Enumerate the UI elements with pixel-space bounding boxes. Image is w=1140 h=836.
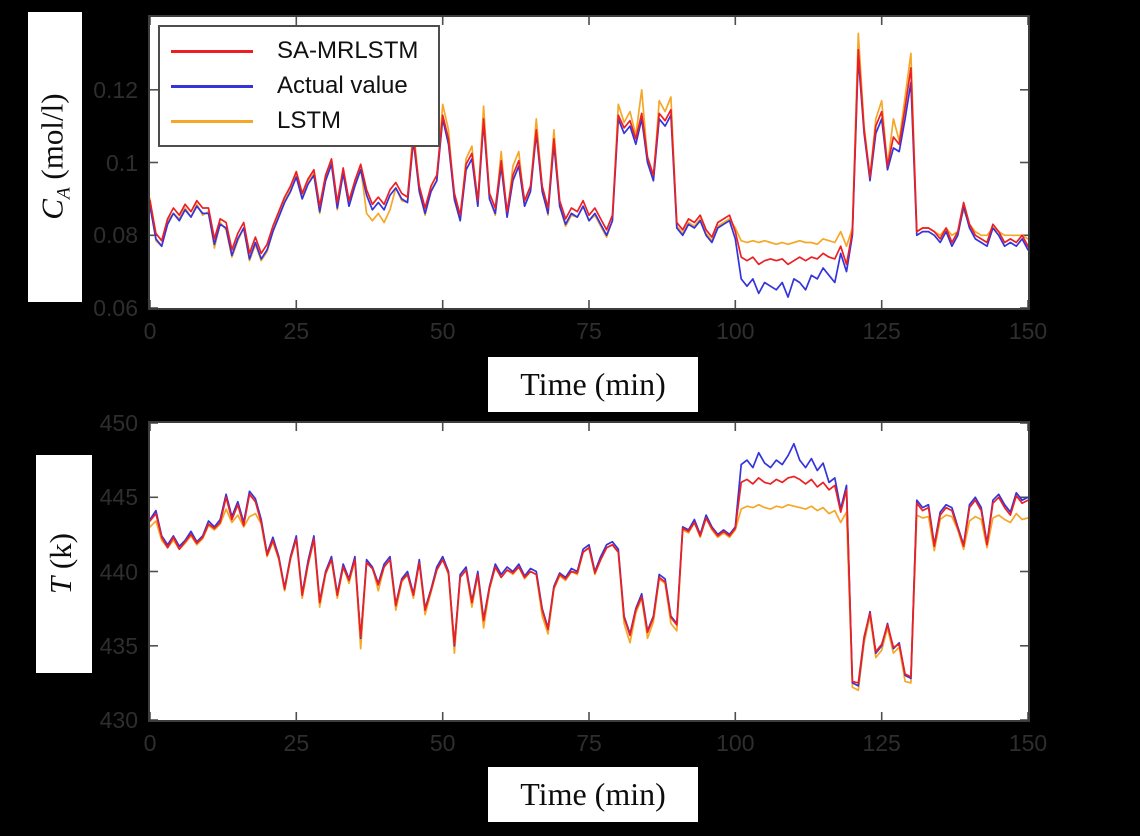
x-tick-label: 100 xyxy=(716,318,755,344)
bottom-plot-lines xyxy=(150,423,1028,720)
top-y-axis-label: CA (mol/l) xyxy=(28,12,82,302)
bottom-plot-area xyxy=(148,421,1030,722)
x-tick-label: 50 xyxy=(429,318,456,344)
legend-item-lstm: LSTM xyxy=(160,107,438,135)
bottom-y-axis-label: T (k) xyxy=(36,455,92,673)
bottom-x-axis-label: Time (min) xyxy=(488,767,698,822)
top-x-axis-label-text: Time (min) xyxy=(520,366,666,402)
legend-line-sample-blue xyxy=(171,84,253,88)
x-tick-label: 150 xyxy=(1008,730,1048,756)
legend-line-sample-orange xyxy=(171,119,253,123)
x-tick-label: 125 xyxy=(862,318,901,344)
top-x-axis-label: Time (min) xyxy=(488,357,698,412)
x-tick-label: 0 xyxy=(143,730,157,756)
bottom-y-axis-label-text: T (k) xyxy=(43,533,79,595)
bottom-x-axis-label-text: Time (min) xyxy=(520,776,666,812)
legend-line-sample-red xyxy=(171,49,253,53)
legend-item-sa-mrlstm: SA-MRLSTM xyxy=(160,37,438,65)
x-tick-label: 0 xyxy=(143,318,157,344)
x-tick-label: 25 xyxy=(283,318,310,344)
top-plot-lines xyxy=(150,17,1028,308)
legend-label-sa-mrlstm: SA-MRLSTM xyxy=(277,37,419,64)
x-tick-label: 150 xyxy=(1008,318,1048,344)
x-tick-label: 25 xyxy=(283,730,310,756)
top-y-axis-label-text: CA (mol/l) xyxy=(34,93,75,221)
x-tick-label: 50 xyxy=(429,730,456,756)
legend-item-actual-value: Actual value xyxy=(160,72,438,100)
x-tick-label: 125 xyxy=(862,730,901,756)
legend: SA-MRLSTM Actual value LSTM xyxy=(158,25,440,147)
x-tick-label: 75 xyxy=(576,318,602,344)
legend-label-actual-value: Actual value xyxy=(277,72,408,99)
y-tick-label: 430 xyxy=(99,707,138,733)
legend-label-lstm: LSTM xyxy=(277,107,342,134)
x-tick-label: 100 xyxy=(716,730,755,756)
y-tick-label: 450 xyxy=(99,410,138,436)
x-tick-label: 75 xyxy=(576,730,602,756)
